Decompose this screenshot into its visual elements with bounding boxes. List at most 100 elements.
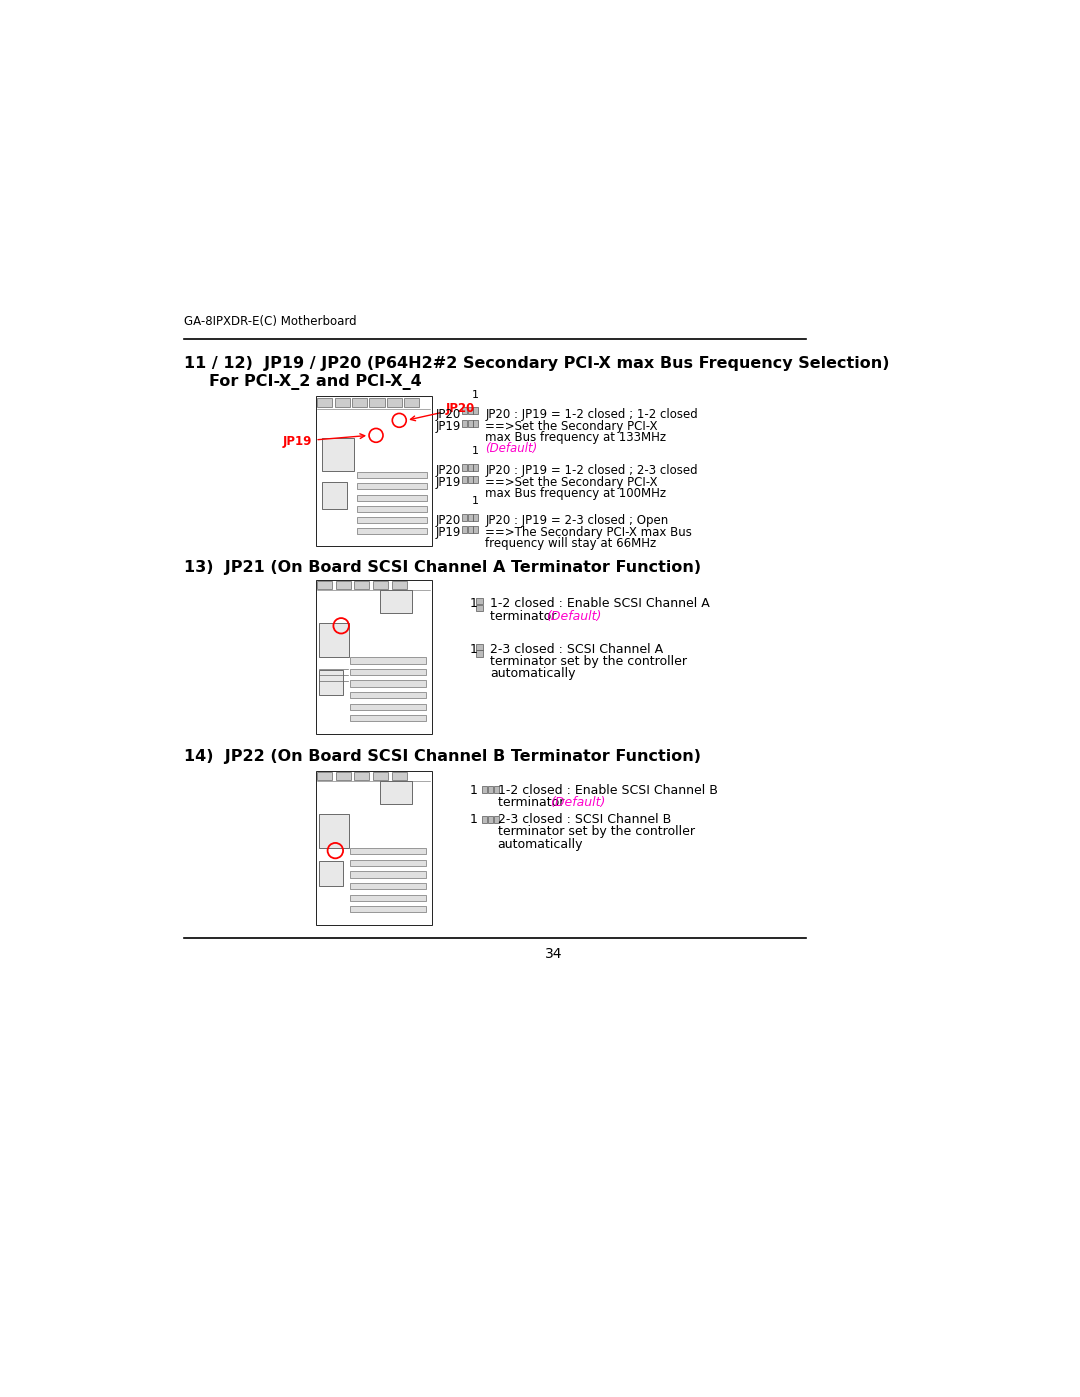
Text: JP20: JP20	[435, 464, 461, 478]
Text: JP19: JP19	[435, 420, 461, 433]
Text: ==>Set the Secondary PCI-X: ==>Set the Secondary PCI-X	[485, 420, 658, 433]
Text: JP19: JP19	[283, 434, 365, 448]
Bar	[336, 581, 351, 588]
Text: (Default): (Default)	[551, 796, 606, 809]
Bar	[387, 398, 402, 407]
Bar	[352, 398, 367, 407]
Text: 2-3 closed : SCSI Channel A: 2-3 closed : SCSI Channel A	[490, 643, 663, 655]
Text: 1: 1	[471, 447, 478, 457]
Text: 2-3 closed : SCSI Channel B: 2-3 closed : SCSI Channel B	[498, 813, 671, 826]
Text: 34: 34	[544, 947, 563, 961]
Bar	[350, 680, 426, 686]
Text: JP20: JP20	[435, 514, 461, 527]
Bar	[392, 773, 407, 780]
Bar	[476, 598, 484, 605]
Bar	[462, 476, 468, 483]
Bar	[468, 514, 473, 521]
Bar	[350, 848, 426, 855]
Bar	[473, 527, 478, 534]
Text: ==>Set the Secondary PCI-X: ==>Set the Secondary PCI-X	[485, 476, 658, 489]
Bar	[350, 861, 426, 866]
Bar	[354, 581, 369, 588]
Text: 11 / 12)  JP19 / JP20 (P64H2#2 Secondary PCI-X max Bus Frequency Selection): 11 / 12) JP19 / JP20 (P64H2#2 Secondary …	[184, 355, 889, 370]
Bar	[462, 527, 468, 534]
Bar	[373, 773, 388, 780]
Text: (Default): (Default)	[546, 609, 602, 623]
Bar	[315, 580, 432, 733]
Bar	[482, 787, 487, 793]
Bar	[468, 527, 473, 534]
Text: 1: 1	[471, 496, 478, 507]
Bar	[350, 669, 426, 675]
Bar	[350, 872, 426, 877]
Text: JP20: JP20	[435, 408, 461, 420]
Text: 1: 1	[470, 598, 477, 610]
Text: automatically: automatically	[490, 668, 576, 680]
Bar	[357, 528, 428, 535]
Text: JP19: JP19	[435, 476, 461, 489]
Text: JP19: JP19	[435, 527, 461, 539]
Bar	[494, 787, 499, 793]
Text: JP20 : JP19 = 1-2 closed ; 1-2 closed: JP20 : JP19 = 1-2 closed ; 1-2 closed	[485, 408, 698, 420]
Bar	[320, 671, 342, 696]
Text: max Bus frequency at 133MHz: max Bus frequency at 133MHz	[485, 432, 666, 444]
Bar	[350, 692, 426, 698]
Text: terminator: terminator	[498, 796, 568, 809]
Text: max Bus frequency at 100MHz: max Bus frequency at 100MHz	[485, 488, 666, 500]
Bar	[392, 581, 407, 588]
Bar	[404, 398, 419, 407]
Bar	[473, 420, 478, 426]
Bar	[315, 397, 432, 546]
Bar	[335, 398, 350, 407]
Text: automatically: automatically	[498, 838, 583, 851]
Bar	[350, 658, 426, 664]
Bar	[357, 483, 428, 489]
Bar	[357, 472, 428, 478]
Bar	[350, 883, 426, 888]
Text: 1-2 closed : Enable SCSI Channel A: 1-2 closed : Enable SCSI Channel A	[490, 598, 710, 610]
Bar	[350, 704, 426, 710]
Bar	[468, 408, 473, 415]
Bar	[320, 862, 342, 886]
Bar	[322, 439, 354, 471]
Text: frequency will stay at 66MHz: frequency will stay at 66MHz	[485, 538, 657, 550]
Bar	[476, 644, 484, 650]
Bar	[462, 408, 468, 415]
Text: 1: 1	[470, 784, 477, 796]
Bar	[462, 420, 468, 426]
Bar	[462, 464, 468, 471]
Bar	[379, 781, 413, 805]
Bar	[350, 894, 426, 901]
Text: (Default): (Default)	[485, 441, 538, 455]
Bar	[468, 476, 473, 483]
Bar	[482, 816, 487, 823]
Bar	[488, 787, 492, 793]
Bar	[318, 773, 333, 780]
Bar	[462, 514, 468, 521]
Text: 1: 1	[470, 813, 477, 826]
Bar	[369, 398, 384, 407]
Bar	[373, 581, 388, 588]
Bar	[350, 907, 426, 912]
Bar	[315, 771, 432, 925]
Bar	[318, 581, 333, 588]
Bar	[322, 482, 348, 509]
Text: terminator set by the controller: terminator set by the controller	[490, 655, 687, 668]
Bar	[473, 514, 478, 521]
Bar	[473, 408, 478, 415]
Text: GA-8IPXDR-E(C) Motherboard: GA-8IPXDR-E(C) Motherboard	[184, 314, 356, 328]
Text: JP20 : JP19 = 2-3 closed ; Open: JP20 : JP19 = 2-3 closed ; Open	[485, 514, 669, 527]
Text: For PCI-X_2 and PCI-X_4: For PCI-X_2 and PCI-X_4	[208, 374, 421, 390]
Bar	[320, 813, 349, 848]
Bar	[473, 464, 478, 471]
Bar	[494, 816, 499, 823]
Bar	[336, 773, 351, 780]
Text: 1-2 closed : Enable SCSI Channel B: 1-2 closed : Enable SCSI Channel B	[498, 784, 717, 796]
Text: ==>The Secondary PCI-X max Bus: ==>The Secondary PCI-X max Bus	[485, 527, 692, 539]
Bar	[357, 495, 428, 500]
Text: 13)  JP21 (On Board SCSI Channel A Terminator Function): 13) JP21 (On Board SCSI Channel A Termin…	[184, 560, 701, 576]
Text: JP20 : JP19 = 1-2 closed ; 2-3 closed: JP20 : JP19 = 1-2 closed ; 2-3 closed	[485, 464, 698, 478]
Text: terminator set by the controller: terminator set by the controller	[498, 826, 694, 838]
Bar	[379, 591, 413, 613]
Text: 1: 1	[471, 390, 478, 400]
